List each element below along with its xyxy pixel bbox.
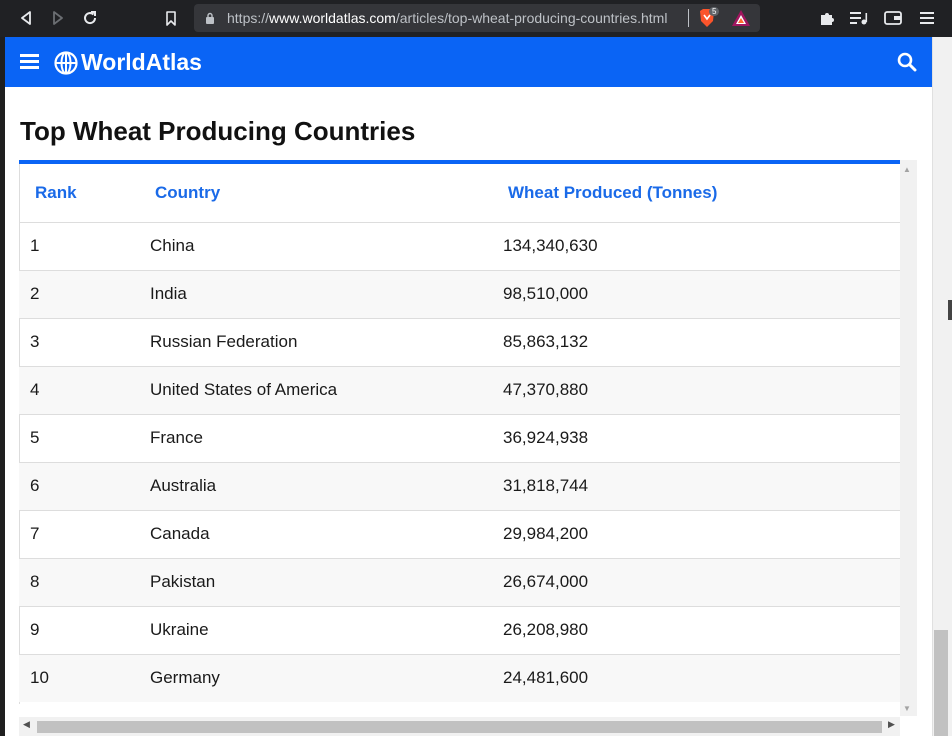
wheat-cell: 134,340,630 (503, 236, 598, 255)
search-icon (897, 52, 917, 72)
country-cell: United States of America (150, 380, 338, 399)
table-row: 2 India 98,510,000 (19, 270, 900, 318)
wheat-cell: 85,863,132 (503, 332, 589, 351)
site-logo[interactable]: WorldAtlas (54, 49, 202, 76)
url-prefix: https:// (227, 10, 270, 26)
country-cell: Australia (150, 476, 217, 495)
media-button[interactable] (847, 6, 871, 30)
forward-button[interactable] (46, 6, 70, 30)
wheat-cell: 36,924,938 (503, 428, 589, 447)
rank-cell: 2 (30, 284, 40, 303)
browser-toolbar: https://www.worldatlas.com/articles/top-… (0, 0, 952, 37)
rank-cell: 4 (30, 380, 40, 399)
table-row: 1 China 134,340,630 (19, 222, 900, 270)
site-search-button[interactable] (897, 52, 917, 77)
puzzle-icon (821, 13, 834, 25)
wheat-column-header[interactable]: Wheat Produced (Tonnes) (508, 182, 718, 202)
rank-cell: 3 (30, 332, 40, 351)
address-bar[interactable]: https://www.worldatlas.com/articles/top-… (194, 4, 760, 32)
table-row: 8 Pakistan 26,674,000 (19, 558, 900, 606)
country-cell: Germany (150, 668, 220, 688)
country-cell: China (150, 236, 195, 255)
url-text: https://www.worldatlas.com/articles/top-… (227, 10, 667, 26)
page-scrollbar[interactable] (932, 37, 952, 736)
country-cell: Pakistan (150, 572, 216, 591)
globe-icon (54, 50, 78, 75)
window-bottom-corner (0, 712, 5, 736)
country-cell: France (150, 428, 203, 447)
country-cell: Ukraine (150, 620, 209, 639)
bookmark-button[interactable] (159, 6, 183, 30)
wheat-table-container: Rank Country Wheat Produced (Tonnes) 1 Ch… (19, 160, 900, 719)
rank-cell: 9 (30, 620, 40, 639)
site-header: WorldAtlas (5, 37, 932, 87)
url-domain: www.worldatlas.com (269, 10, 396, 26)
scroll-left-arrow-icon[interactable]: ◀ (23, 719, 30, 729)
horizontal-scrollbar-thumb[interactable] (37, 721, 882, 733)
hamburger-menu-icon (920, 12, 934, 24)
reload-icon (84, 11, 97, 25)
playlist-icon (850, 12, 868, 25)
forward-icon (53, 11, 63, 25)
country-cell: Canada (150, 524, 210, 543)
brand-name: WorldAtlas (81, 49, 202, 75)
wallet-icon (884, 11, 902, 25)
rank-cell: 10 (30, 668, 49, 688)
window-left-edge (0, 37, 5, 736)
urlbar-separator (688, 9, 689, 27)
rank-cell: 5 (30, 428, 40, 447)
wallet-button[interactable] (881, 6, 905, 30)
rank-cell: 1 (30, 236, 40, 255)
wheat-production-table: Rank Country Wheat Produced (Tonnes) 1 Ch… (19, 164, 900, 702)
url-path: /articles/top-wheat-producing-countries.… (395, 10, 668, 26)
rank-cell: 7 (30, 524, 40, 543)
hamburger-icon (20, 54, 39, 69)
table-row: 6 Australia 31,818,744 (19, 462, 900, 510)
table-header-row: Rank Country Wheat Produced (Tonnes) (19, 164, 900, 222)
wheat-cell: 29,984,200 (503, 524, 589, 543)
wheat-cell: 47,370,880 (503, 380, 589, 399)
menu-button[interactable] (915, 6, 939, 30)
country-cell: Russian Federation (150, 332, 298, 351)
wheat-cell: 31,818,744 (503, 476, 589, 495)
table-row: 4 United States of America 47,370,880 (19, 366, 900, 414)
table-vertical-scrollbar[interactable] (900, 160, 917, 716)
scroll-up-arrow-icon[interactable]: ▲ (903, 165, 911, 174)
lock-icon (206, 12, 214, 24)
brave-shields-button[interactable]: 5 (698, 7, 720, 28)
page-scrollbar-thumb[interactable] (934, 630, 948, 736)
brave-rewards-button[interactable] (731, 9, 751, 32)
bookmark-icon (166, 10, 176, 26)
rank-cell: 6 (30, 476, 40, 495)
wheat-cell: 98,510,000 (503, 284, 589, 303)
wheat-cell: 24,481,600 (503, 668, 589, 688)
table-left-border (19, 164, 20, 704)
extensions-button[interactable] (815, 6, 839, 30)
country-cell: India (150, 284, 187, 303)
table-row: 10 Germany 24,481,600 (19, 654, 900, 702)
country-column-header[interactable]: Country (155, 182, 221, 202)
scroll-right-arrow-icon[interactable]: ▶ (888, 719, 895, 729)
table-row: 3 Russian Federation 85,863,132 (19, 318, 900, 366)
back-icon (21, 11, 31, 25)
table-row: 9 Ukraine 26,208,980 (19, 606, 900, 654)
rank-column-header[interactable]: Rank (35, 182, 77, 202)
wheat-cell: 26,208,980 (503, 620, 589, 639)
site-menu-button[interactable] (20, 54, 39, 74)
wheat-cell: 26,674,000 (503, 572, 589, 591)
shields-badge: 5 (709, 7, 720, 16)
rank-cell: 8 (30, 572, 40, 591)
reload-button[interactable] (78, 6, 102, 30)
scroll-down-arrow-icon[interactable]: ▼ (903, 704, 911, 713)
window-right-edge (948, 300, 952, 320)
back-button[interactable] (14, 6, 38, 30)
page-title: Top Wheat Producing Countries (20, 116, 416, 146)
table-row: 7 Canada 29,984,200 (19, 510, 900, 558)
rewards-triangle-icon (732, 10, 750, 26)
table-row: 5 France 36,924,938 (19, 414, 900, 462)
